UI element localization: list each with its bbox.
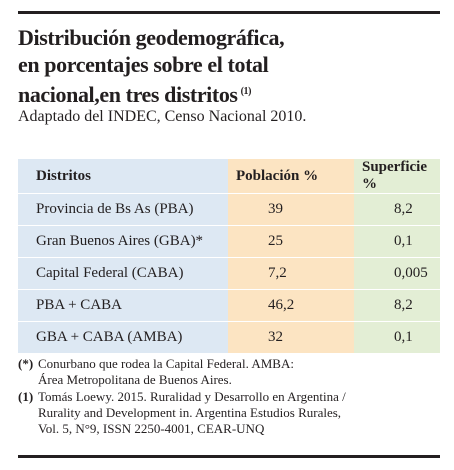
cell: 46,2 xyxy=(228,289,354,322)
footnote-text: Conurbano que rodea la Capital Federal. … xyxy=(38,356,294,388)
cell: Capital Federal (CABA) xyxy=(18,257,228,290)
footnotes: (*) Conurbano que rodea la Capital Federa… xyxy=(18,356,346,438)
table-row: Capital Federal (CABA) 7,2 0,005 xyxy=(18,257,440,290)
cell: 0,1 xyxy=(354,225,440,258)
cell: Gran Buenos Aires (GBA)* xyxy=(18,225,228,258)
title-ref: (1) xyxy=(240,86,252,97)
column-header: Distritos xyxy=(18,158,228,194)
subtitle: Adaptado del INDEC, Censo Nacional 2010. xyxy=(18,108,307,125)
cell: 8,2 xyxy=(354,289,440,322)
cell: 0,1 xyxy=(354,321,440,353)
cell: GBA + CABA (AMBA) xyxy=(18,321,228,353)
footnote-line: Tomás Loewy. 2015. Ruralidad y Desarroll… xyxy=(38,389,346,404)
table-row: Provincia de Bs As (PBA) 39 8,2 xyxy=(18,193,440,226)
cell: 32 xyxy=(228,321,354,353)
footnote-marker: (1) xyxy=(18,389,34,404)
title-line: Distribución geodemográfica, xyxy=(18,25,285,50)
cell: 39 xyxy=(228,193,354,226)
title-line: nacional,en tres distritos (1) xyxy=(18,82,252,107)
cell: Provincia de Bs As (PBA) xyxy=(18,193,228,226)
data-table: Distritos Población % Superficie % Provinci… xyxy=(18,158,440,353)
title: Distribución geodemográfica, en porcentaj… xyxy=(18,24,285,108)
footnote-line: Rurality and Development in. Argentina E… xyxy=(38,405,342,420)
cell: 25 xyxy=(228,225,354,258)
footnote-line: Área Metropolitana de Buenos Aires. xyxy=(38,372,232,387)
footnote: (1) Tomás Loewy. 2015. Ruralidad y Desarr… xyxy=(18,389,346,437)
bottom-rule xyxy=(18,455,440,458)
table-row: PBA + CABA 46,2 8,2 xyxy=(18,289,440,322)
column-header: Superficie % xyxy=(354,158,440,194)
footnote: (*) Conurbano que rodea la Capital Federa… xyxy=(18,356,346,388)
top-rule xyxy=(18,11,440,14)
footnote-marker: (*) xyxy=(18,356,34,371)
table-row: Gran Buenos Aires (GBA)* 25 0,1 xyxy=(18,225,440,258)
footnote-line: Vol. 5, N°9, ISSN 2250-4001, CEAR-UNQ xyxy=(38,421,265,436)
footnote-line: Conurbano que rodea la Capital Federal. … xyxy=(38,356,294,371)
cell: 0,005 xyxy=(354,257,440,290)
header-row: Distritos Población % Superficie % xyxy=(18,158,440,194)
cell: 7,2 xyxy=(228,257,354,290)
footnote-text: Tomás Loewy. 2015. Ruralidad y Desarroll… xyxy=(38,389,346,437)
column-header: Población % xyxy=(228,158,354,194)
cell: 8,2 xyxy=(354,193,440,226)
cell: PBA + CABA xyxy=(18,289,228,322)
title-line: en porcentajes sobre el total xyxy=(18,52,269,77)
table-row: GBA + CABA (AMBA) 32 0,1 xyxy=(18,321,440,353)
